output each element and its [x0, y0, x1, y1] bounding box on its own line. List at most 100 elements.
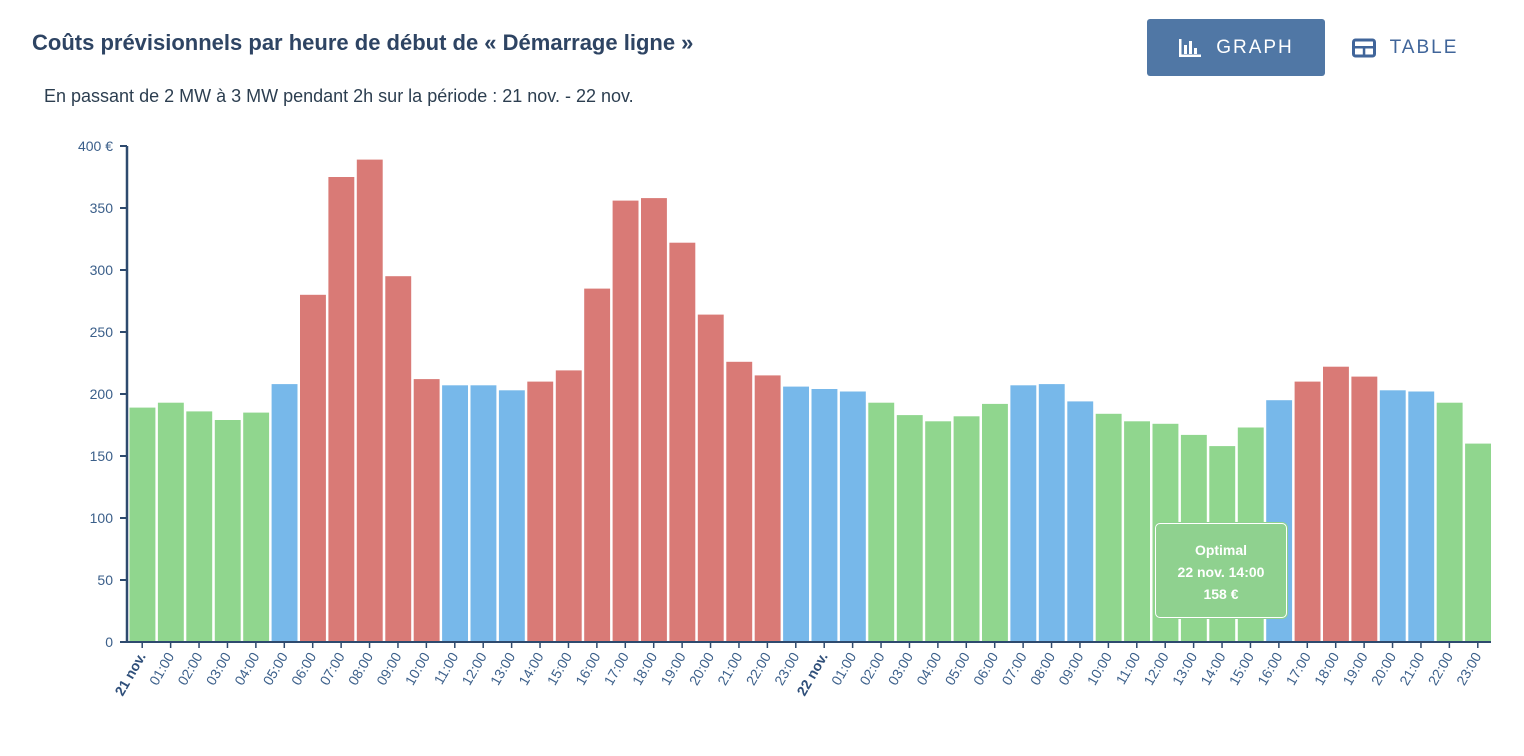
x-tick-label: 15:00 — [1226, 649, 1257, 688]
x-tick-label: 21 nov. — [111, 650, 148, 699]
x-tick-label: 13:00 — [1169, 649, 1200, 688]
x-tick-label: 03:00 — [203, 649, 234, 688]
x-tick-label: 10:00 — [402, 649, 433, 688]
bar-43[interactable] — [1351, 376, 1378, 642]
bar-46[interactable] — [1436, 402, 1463, 642]
bar-5[interactable] — [271, 384, 298, 642]
bar-47[interactable] — [1465, 443, 1491, 642]
x-tick-label: 01:00 — [828, 649, 859, 688]
bar-12[interactable] — [470, 385, 497, 642]
x-tick-label: 09:00 — [1055, 649, 1086, 688]
bar-34[interactable] — [1095, 413, 1122, 642]
bar-25[interactable] — [839, 391, 866, 643]
x-tick-label: 17:00 — [1283, 649, 1314, 688]
bar-44[interactable] — [1379, 390, 1406, 642]
y-tick-label: 100 — [90, 510, 114, 526]
bar-9[interactable] — [385, 276, 412, 642]
x-tick-label: 18:00 — [1311, 649, 1342, 688]
x-tick-label: 08:00 — [345, 649, 376, 688]
x-tick-label: 20:00 — [1368, 649, 1399, 688]
x-tick-label: 05:00 — [260, 649, 291, 688]
bar-33[interactable] — [1067, 401, 1094, 642]
bar-23[interactable] — [783, 386, 809, 642]
tooltip-datetime: 22 nov. 14:00 — [1177, 564, 1265, 580]
x-tick-label: 05:00 — [942, 649, 973, 688]
x-tick-label: 18:00 — [629, 649, 660, 688]
x-tick-label: 19:00 — [657, 649, 688, 688]
bar-15[interactable] — [555, 370, 582, 642]
bar-10[interactable] — [413, 379, 440, 642]
x-tick-label: 03:00 — [885, 649, 916, 688]
x-tick-label: 11:00 — [431, 649, 462, 687]
bar-18[interactable] — [641, 198, 667, 642]
x-tick-label: 22:00 — [743, 649, 774, 688]
x-tick-label: 06:00 — [288, 649, 319, 688]
x-tick-label: 20:00 — [686, 649, 717, 688]
x-tick-label: 12:00 — [1140, 649, 1171, 688]
x-tick-label: 10:00 — [1084, 649, 1115, 688]
tooltip-value: 158 € — [1203, 586, 1239, 602]
bar-3[interactable] — [214, 420, 241, 642]
y-tick-label: 200 — [90, 386, 114, 402]
x-tick-label: 14:00 — [515, 649, 546, 688]
tooltip-title: Optimal — [1194, 542, 1248, 558]
bar-42[interactable] — [1323, 366, 1349, 642]
bar-29[interactable] — [953, 416, 980, 642]
x-tick-label: 19:00 — [1339, 649, 1370, 688]
x-tick-label: 15:00 — [544, 649, 575, 688]
bar-1[interactable] — [157, 402, 184, 642]
y-tick-label: 400 € — [78, 138, 113, 154]
y-tick-label: 0 — [105, 634, 113, 650]
bar-30[interactable] — [982, 403, 1008, 642]
bar-16[interactable] — [584, 288, 611, 642]
bar-0[interactable] — [129, 407, 156, 642]
bar-2[interactable] — [186, 411, 213, 642]
bar-24[interactable] — [811, 389, 838, 642]
bar-41[interactable] — [1294, 381, 1321, 642]
x-tick-label: 16:00 — [1254, 649, 1285, 688]
bar-13[interactable] — [498, 390, 525, 642]
bar-35[interactable] — [1124, 421, 1150, 642]
x-tick-label: 22:00 — [1425, 649, 1456, 688]
bar-17[interactable] — [612, 200, 639, 642]
bar-8[interactable] — [356, 159, 383, 642]
graph-view-label: GRAPH — [1216, 36, 1294, 58]
x-tick-label: 11:00 — [1113, 649, 1144, 687]
bar-45[interactable] — [1408, 391, 1435, 643]
x-tick-label: 09:00 — [373, 649, 404, 688]
y-tick-label: 150 — [90, 448, 114, 464]
x-tick-label: 02:00 — [856, 649, 887, 688]
period-subtitle: En passant de 2 MW à 3 MW pendant 2h sur… — [44, 86, 634, 106]
bar-7[interactable] — [328, 177, 355, 642]
bar-chart-icon — [1179, 38, 1202, 57]
bar-20[interactable] — [697, 314, 724, 642]
x-tick-label: 21:00 — [714, 649, 745, 688]
bar-26[interactable] — [868, 402, 895, 642]
x-tick-label: 14:00 — [1197, 649, 1228, 688]
x-tick-label: 23:00 — [1453, 649, 1484, 688]
bar-6[interactable] — [300, 294, 326, 642]
bar-28[interactable] — [925, 421, 952, 642]
graph-view-button[interactable]: GRAPH — [1147, 19, 1325, 76]
table-icon — [1351, 38, 1376, 57]
y-tick-label: 50 — [97, 572, 113, 588]
x-tick-label: 07:00 — [316, 649, 347, 688]
bar-22[interactable] — [754, 375, 781, 642]
page-title: Coûts prévisionnels par heure de début d… — [32, 30, 694, 55]
y-tick-label: 300 — [90, 262, 114, 278]
x-tick-label: 17:00 — [601, 649, 632, 688]
bar-32[interactable] — [1038, 384, 1065, 642]
bar-21[interactable] — [726, 361, 753, 642]
bar-4[interactable] — [243, 412, 270, 642]
table-view-button[interactable]: TABLE — [1325, 19, 1485, 76]
bar-14[interactable] — [527, 381, 554, 642]
x-tick-label: 07:00 — [998, 649, 1029, 688]
table-view-label: TABLE — [1389, 36, 1459, 58]
bar-31[interactable] — [1010, 385, 1037, 642]
x-tick-label: 02:00 — [174, 649, 205, 688]
bar-11[interactable] — [442, 385, 468, 642]
bar-19[interactable] — [669, 242, 696, 642]
x-tick-label: 04:00 — [231, 649, 262, 688]
bar-27[interactable] — [896, 415, 923, 642]
